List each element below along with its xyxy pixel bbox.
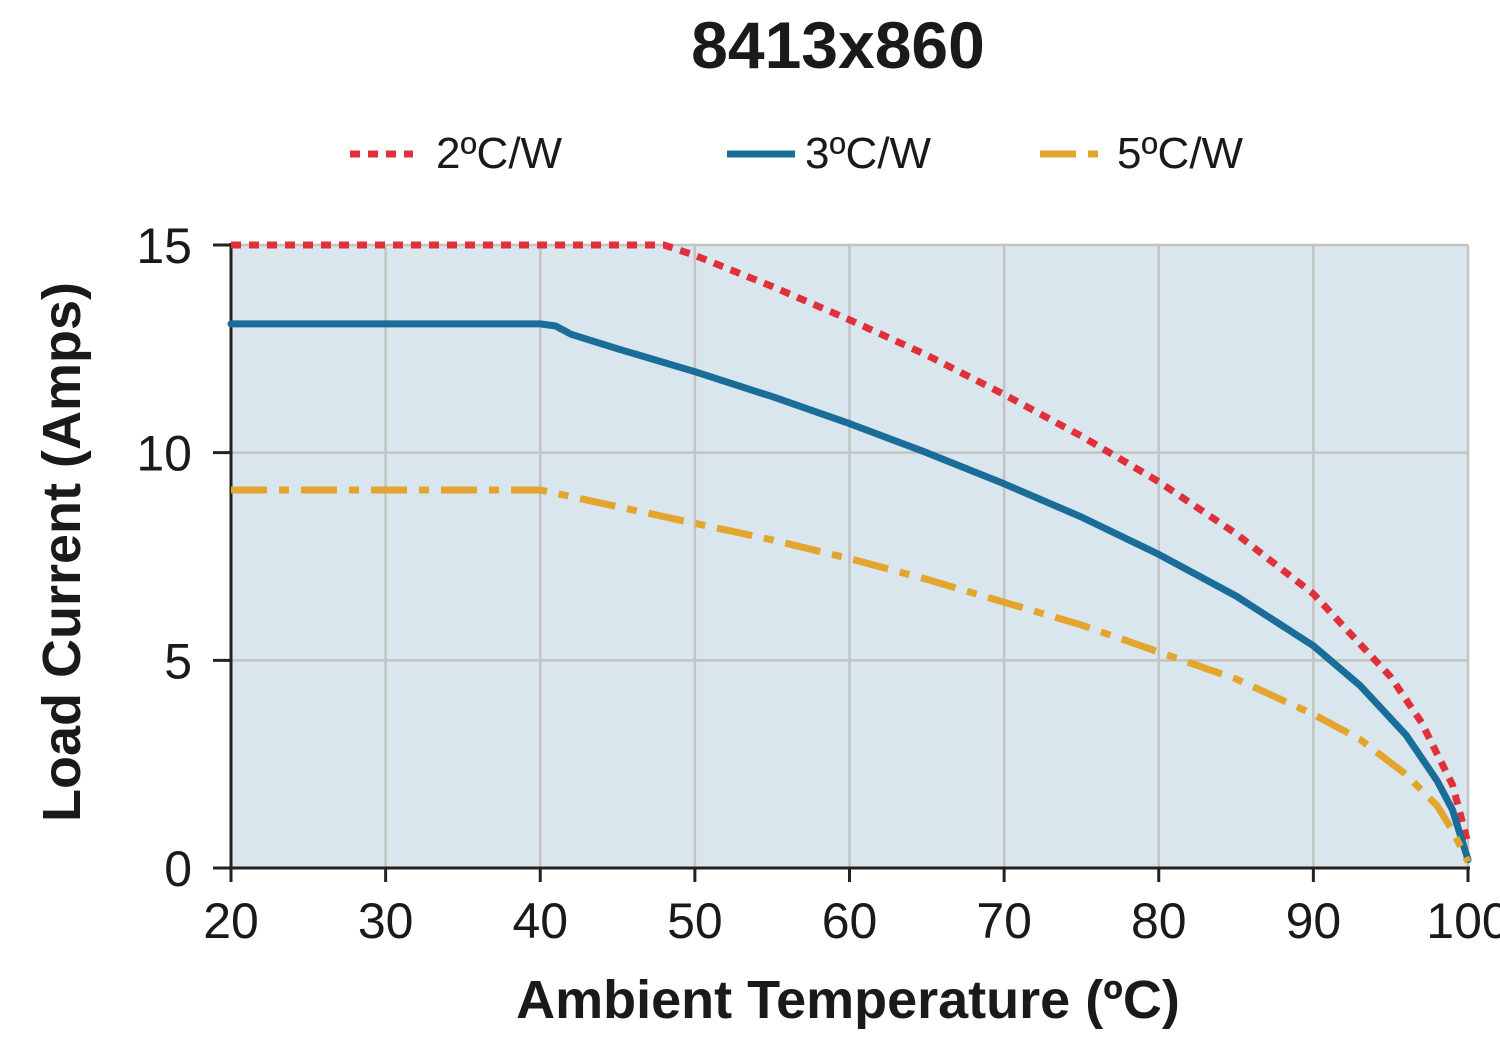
y-tick-label-15: 15 — [136, 218, 192, 274]
x-tick-label-40: 40 — [512, 893, 568, 949]
y-tick-label-10: 10 — [136, 426, 192, 482]
legend: 2ºC/W 3ºC/W 5ºC/W — [350, 129, 1244, 178]
legend-label-1: 2ºC/W — [436, 129, 563, 178]
y-axis-label: Load Current (Amps) — [32, 282, 92, 822]
y-tick-label-5: 5 — [164, 633, 192, 689]
x-tick-label-80: 80 — [1131, 893, 1187, 949]
x-tick-label-90: 90 — [1286, 893, 1342, 949]
tick-labels: 20 30 40 50 60 70 80 90 100 0 5 10 15 — [136, 218, 1500, 949]
x-tick-label-50: 50 — [667, 893, 723, 949]
x-tick-label-30: 30 — [358, 893, 414, 949]
series-group — [227, 241, 1472, 864]
legend-label-3: 5ºC/W — [1117, 129, 1244, 178]
axes — [213, 243, 1470, 882]
series-line-2 — [227, 320, 1472, 864]
x-tick-label-100: 100 — [1426, 893, 1500, 949]
x-tick-label-70: 70 — [976, 893, 1032, 949]
series-line-3 — [231, 486, 1472, 864]
legend-label-2: 3ºC/W — [805, 129, 932, 178]
x-axis-label: Ambient Temperature (ºC) — [516, 970, 1180, 1030]
x-tick-label-20: 20 — [203, 893, 259, 949]
y-tick-label-0: 0 — [164, 841, 192, 897]
x-tick-label-60: 60 — [822, 893, 878, 949]
series-line-1 — [231, 241, 1472, 845]
chart-title: 8413x860 — [691, 8, 985, 82]
